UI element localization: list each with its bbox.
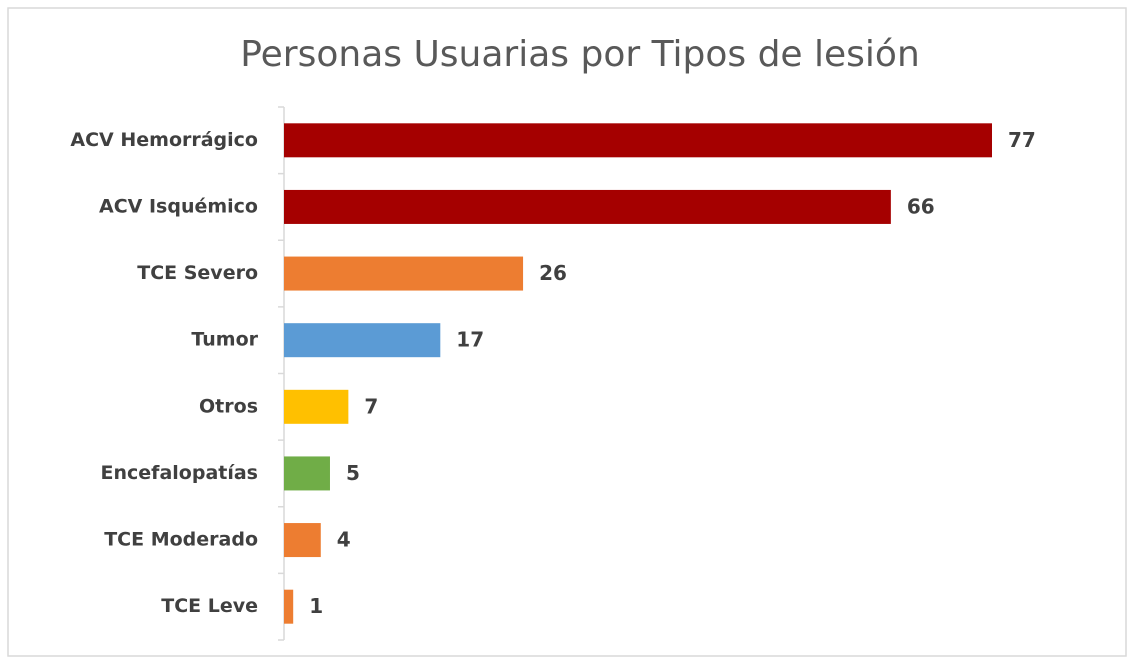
- bar: [284, 456, 330, 491]
- category-label: ACV Hemorrágico: [70, 129, 258, 151]
- chart-title: Personas Usuarias por Tipos de lesión: [240, 34, 920, 75]
- value-label: 77: [1008, 128, 1036, 152]
- value-label: 17: [456, 328, 484, 352]
- category-label: TCE Severo: [137, 262, 258, 284]
- category-label: Otros: [199, 395, 258, 417]
- category-label: ACV Isquémico: [99, 195, 258, 217]
- bar: [284, 123, 992, 158]
- category-label: TCE Moderado: [104, 529, 258, 551]
- bar: [284, 189, 891, 224]
- category-label: TCE Leve: [161, 595, 258, 617]
- bar: [284, 389, 349, 424]
- value-label: 1: [309, 594, 323, 618]
- bar: [284, 589, 294, 624]
- value-label: 4: [337, 528, 351, 552]
- value-label: 26: [539, 261, 567, 285]
- category-label: Tumor: [191, 329, 258, 351]
- category-label: Encefalopatías: [101, 462, 258, 484]
- bar: [284, 523, 321, 558]
- chart-frame: [7, 7, 1127, 657]
- value-label: 7: [364, 394, 378, 418]
- bar: [284, 256, 524, 291]
- value-label: 66: [907, 194, 935, 218]
- bar: [284, 323, 441, 358]
- value-label: 5: [346, 461, 360, 485]
